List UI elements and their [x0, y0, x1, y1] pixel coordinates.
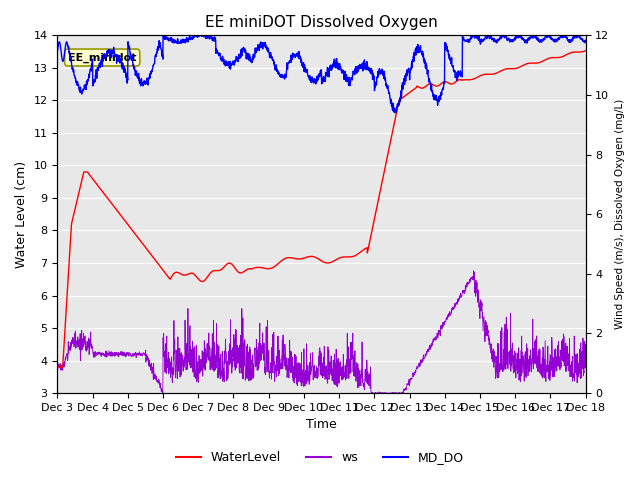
Title: EE miniDOT Dissolved Oxygen: EE miniDOT Dissolved Oxygen [205, 15, 438, 30]
Y-axis label: Wind Speed (m/s), Dissolved Oxygen (mg/L): Wind Speed (m/s), Dissolved Oxygen (mg/L… [615, 99, 625, 329]
Y-axis label: Water Level (cm): Water Level (cm) [15, 161, 28, 268]
Text: EE_minidot: EE_minidot [68, 52, 136, 63]
Legend: WaterLevel, ws, MD_DO: WaterLevel, ws, MD_DO [171, 446, 469, 469]
X-axis label: Time: Time [306, 419, 337, 432]
